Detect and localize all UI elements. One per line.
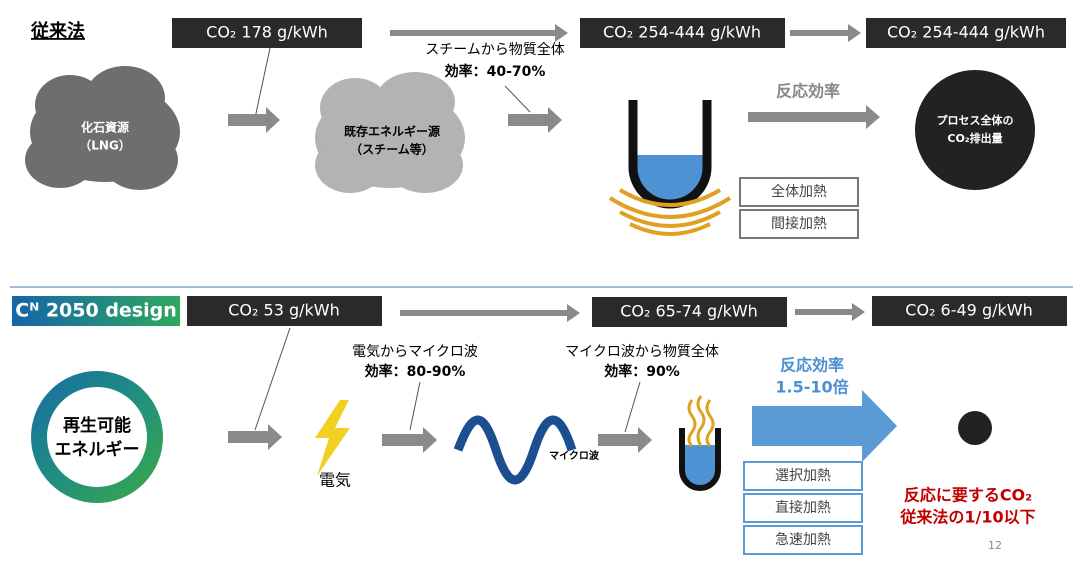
heading: 従来法 (30, 20, 85, 42)
heating: 急速加熱 (775, 532, 831, 548)
transfer-label: マイクロ波から物質全体 (565, 343, 719, 360)
electricity: 電気 (319, 471, 351, 490)
heating: 直接加熱 (775, 499, 831, 516)
reaction: 反応効率 (780, 356, 844, 375)
emission: CO₂ 6-49 g/kWh (905, 301, 1032, 320)
source: エネルギー (55, 440, 140, 460)
result: 従来法の1/10以下 (899, 508, 1035, 527)
source: 化石資源 (81, 120, 129, 135)
result-circle (915, 70, 1035, 190)
result: CO₂排出量 (947, 131, 1002, 145)
microwave: マイクロ波 (549, 449, 600, 462)
result: プロセス全体の (937, 113, 1014, 127)
badge: Cᴺ 2050 design (15, 300, 177, 322)
emission: CO₂ 254-444 g/kWh (887, 23, 1045, 42)
efficiency: 効率：90% (604, 363, 680, 380)
source: 再生可能 (63, 415, 131, 436)
slide: 従来法 CO₂ 178 g/kWh CO₂ 254-444 g/kWh CO₂ … (0, 0, 1073, 564)
efficiency: 効率：40-70% (445, 63, 546, 80)
emission: CO₂ 178 g/kWh (206, 23, 328, 42)
reaction: 反応効率 (776, 82, 840, 101)
page-number: 12 (988, 539, 1002, 552)
existing: 既存エネルギー源 (344, 124, 440, 139)
result: 反応に要するCO₂ (904, 486, 1032, 505)
transfer-label: スチームから物質全体 (425, 41, 565, 58)
reaction: 1.5-10倍 (775, 378, 848, 397)
heating: 間接加熱 (771, 215, 827, 232)
result-circle (958, 411, 992, 445)
heating: 選択加熱 (775, 468, 831, 484)
heating-boxes: 選択加熱 直接加熱 急速加熱 (744, 462, 862, 554)
heating: 全体加熱 (771, 183, 827, 200)
efficiency: 効率：80-90% (365, 363, 466, 380)
conversion-label: 電気からマイクロ波 (352, 344, 478, 360)
source: （LNG） (79, 138, 131, 153)
emission: CO₂ 254-444 g/kWh (603, 23, 761, 42)
emission: CO₂ 65-74 g/kWh (620, 302, 758, 321)
existing: （スチーム等） (350, 142, 434, 157)
emission: CO₂ 53 g/kWh (228, 301, 339, 320)
